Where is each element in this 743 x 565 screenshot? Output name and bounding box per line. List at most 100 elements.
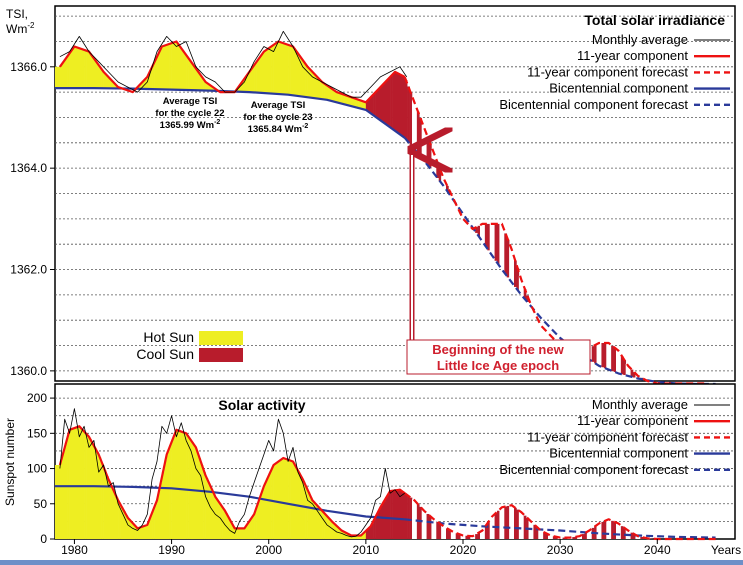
sunspot-shade-band — [341, 531, 345, 539]
tsi-shade-band — [385, 80, 389, 125]
tsi-shade-band — [188, 60, 192, 91]
tsi-shade-band — [521, 282, 525, 297]
tsi-shade-band — [142, 80, 146, 89]
sunspot-y-tick-label: 150 — [27, 426, 47, 440]
tsi-shade-band — [210, 86, 214, 91]
tsi-shade-band — [76, 47, 80, 89]
tsi-shade-band — [261, 53, 265, 94]
tsi-shade-band — [62, 61, 66, 89]
tsi-shade-band — [324, 84, 328, 100]
tsi-shade-band — [312, 73, 316, 99]
sunspot-shade-band — [157, 494, 160, 539]
tsi-shade-band — [618, 352, 622, 374]
sunspot-shade-band — [353, 535, 357, 539]
sunspot-shade-band — [514, 507, 517, 539]
sunspot-y-label: Sunspot number — [3, 418, 17, 506]
tsi-shade-band — [246, 73, 250, 93]
sunspot-shade-band — [188, 438, 192, 539]
sunspot-shade-band — [370, 523, 374, 539]
sunspot-shade-band — [135, 527, 138, 539]
tsi-shade-band — [86, 51, 90, 89]
tsi-shade-band — [596, 343, 600, 366]
x-tick-label: 1980 — [61, 543, 88, 557]
sunspot-shade-band — [101, 463, 104, 539]
sunspot-shade-band — [356, 535, 359, 539]
sunspot-shade-band — [523, 515, 527, 539]
tsi-shade-band — [399, 75, 403, 136]
tsi-shade-band — [268, 47, 272, 94]
sunspot-shade-band — [324, 514, 328, 539]
tsi-shade-band — [608, 343, 612, 371]
sunspot-shade-band — [460, 535, 464, 539]
sunspot-shade-band — [497, 510, 500, 539]
sunspot-shade-band — [259, 496, 262, 539]
tsi-shade-band — [295, 51, 299, 96]
tsi-shade-band — [494, 223, 498, 261]
sunspot-shade-band — [577, 536, 580, 539]
sunspot-shade-band — [533, 524, 537, 539]
sunspot-shade-band — [548, 534, 551, 539]
tsi-shade-band — [212, 87, 216, 91]
sunspot-shade-band — [193, 445, 197, 539]
x-tick-label: 2010 — [353, 543, 380, 557]
tsi-shade-band — [616, 349, 619, 373]
tsi-shade-band — [511, 253, 515, 284]
tsi-shade-band — [171, 42, 175, 90]
legend-label: Bicentennial component — [549, 81, 688, 96]
sunspot-shade-band — [268, 472, 272, 539]
sunspot-shade-band — [290, 461, 294, 539]
tsi-shade-band — [203, 80, 206, 91]
sunspot-shade-band — [271, 467, 274, 539]
tsi-shade-band — [59, 65, 63, 89]
sunspot-shade-band — [501, 507, 505, 539]
sunspot-bicentennial-line — [55, 485, 405, 521]
sunspot-shade-band — [582, 534, 585, 539]
sunspot-shade-band — [186, 435, 189, 539]
tsi-shade-band — [176, 43, 180, 90]
tsi-shade-band — [149, 69, 153, 90]
tsi-shade-band — [317, 78, 321, 99]
sunspot-shade-band — [103, 469, 107, 539]
cycle22-line1: Average TSI — [163, 96, 218, 107]
sunspot-shade-band — [254, 510, 257, 539]
sunspot-shade-band — [409, 497, 413, 539]
sunspot-shade-band — [470, 536, 474, 539]
tsi-shade-band — [375, 90, 379, 118]
hot-cool-legend: Hot Sun Cool Sun — [136, 329, 243, 362]
tsi-shade-band — [307, 68, 311, 98]
tsi-monthly-line — [59, 30, 408, 98]
sunspot-shade-band — [378, 509, 381, 539]
sunspot-shade-band — [543, 532, 546, 539]
sunspot-x-ticks: 1980 1990 2000 2010 2020 2030 2040 — [61, 539, 671, 557]
tsi-shade-band — [348, 96, 352, 106]
tsi-shade-band — [409, 92, 413, 145]
sunspot-shade-band — [334, 524, 338, 539]
sunspot-shade-band — [113, 492, 117, 539]
tsi-shade-band — [205, 82, 209, 91]
tsi-shade-band — [611, 345, 614, 372]
tsi-shade-band — [395, 72, 398, 132]
tsi-y-label-unit: Wm — [6, 22, 27, 36]
tsi-shade-band — [178, 46, 182, 90]
tsi-shade-band — [599, 342, 602, 367]
tsi-shade-band — [254, 63, 257, 93]
tsi-shade-band — [336, 92, 340, 103]
tsi-shade-band — [159, 49, 163, 90]
tsi-shade-band — [633, 372, 636, 378]
sunspot-shade-band — [336, 527, 340, 539]
sunspot-y-tick-label: 100 — [27, 462, 47, 476]
sunspot-shade-band — [399, 490, 403, 539]
hot-sun-swatch — [199, 331, 243, 345]
tsi-shade-band — [509, 246, 512, 281]
legend-label: 11-year component forecast — [527, 64, 688, 79]
tsi-shade-band — [506, 239, 510, 278]
tsi-shade-band — [98, 66, 102, 89]
tsi-shade-band — [300, 58, 304, 97]
tsi-shade-band — [251, 66, 255, 93]
sunspot-shade-band — [210, 488, 214, 539]
tsi-shade-band — [475, 227, 478, 233]
tsi-shade-band — [242, 80, 245, 92]
tsi-shade-band — [174, 41, 177, 90]
